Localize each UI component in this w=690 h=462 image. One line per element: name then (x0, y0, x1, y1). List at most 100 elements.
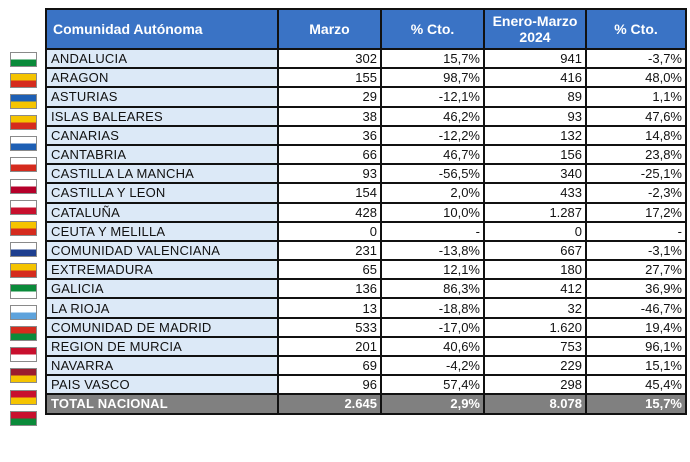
region-flag-icon (10, 73, 37, 89)
table-row: CASTILLA Y LEON 154 2,0% 433 -2,3% (45, 182, 687, 204)
table-row: REGION DE MURCIA 201 40,6% 753 96,1% (45, 335, 687, 358)
cell-community: CANARIAS (45, 124, 279, 146)
cell-pct-march: 98,7% (380, 67, 485, 89)
cell-pct-march: - (380, 220, 485, 242)
cell-pct-ytd: 47,6% (585, 105, 687, 127)
cell-ytd: 667 (483, 239, 587, 262)
cell-ytd: 0 (483, 220, 587, 242)
cell-pct-ytd: 48,0% (585, 67, 687, 89)
cell-pct-march: 40,6% (380, 335, 485, 358)
table-row: ASTURIAS 29 -12,1% 89 1,1% (45, 86, 687, 108)
cell-march: 13 (277, 297, 382, 319)
cell-pct-ytd: -2,3% (585, 182, 687, 204)
region-flag-icon (10, 178, 37, 194)
cell-march: 38 (277, 105, 382, 127)
cell-community: CATALUÑA (45, 201, 279, 223)
cell-pct-ytd: -3,1% (585, 239, 687, 262)
cell-ytd: 180 (483, 259, 587, 281)
cell-pct-march: -12,2% (380, 124, 485, 146)
cell-pct-ytd: -3,7% (585, 47, 687, 70)
region-flag-icon (10, 410, 37, 426)
cell-ytd: 412 (483, 278, 587, 300)
cell-pct-ytd: - (585, 220, 687, 242)
cell-community: REGION DE MURCIA (45, 335, 279, 358)
cell-pct-march: 57,4% (380, 374, 485, 396)
cell-ytd: 132 (483, 124, 587, 146)
table-row: CEUTA Y MELILLA 0-0- (45, 220, 687, 242)
region-flag-icon (10, 368, 37, 384)
total-pct-ytd: 15,7% (585, 393, 687, 415)
region-flag-icon (10, 389, 37, 405)
cell-community: CASTILLA LA MANCHA (45, 163, 279, 185)
total-pct-march: 2,9% (380, 393, 485, 415)
cell-march: 154 (277, 182, 382, 204)
region-flag-icon (10, 157, 37, 173)
table-row: CANARIAS 36 -12,2% 132 14,8% (45, 124, 687, 146)
table-total-row: TOTAL NACIONAL 2.645 2,9% 8.078 15,7% (45, 393, 687, 415)
cell-march: 96 (277, 374, 382, 396)
cell-pct-ytd: -46,7% (585, 297, 687, 319)
cell-community: ANDALUCIA (45, 47, 279, 70)
flag-column (10, 52, 38, 432)
cell-march: 0 (277, 220, 382, 242)
table-row: COMUNIDAD VALENCIANA 231 -13,8% 667 -3,1% (45, 239, 687, 262)
table-row: ISLAS BALEARES 38 46,2% 93 47,6% (45, 105, 687, 127)
region-flag-icon (10, 52, 37, 67)
cell-march: 155 (277, 67, 382, 89)
cell-pct-march: 15,7% (380, 47, 485, 70)
cell-pct-march: -4,2% (380, 354, 485, 377)
cell-march: 201 (277, 335, 382, 358)
registrations-table: Comunidad Autónoma Marzo % Cto. Enero-Ma… (45, 8, 687, 415)
table-row: CATALUÑA 428 10,0% 1.287 17,2% (45, 201, 687, 223)
table-row: CANTABRIA 66 46,7% 156 23,8% (45, 143, 687, 166)
cell-community: PAIS VASCO (45, 374, 279, 396)
cell-march: 69 (277, 354, 382, 377)
cell-community: GALICIA (45, 278, 279, 300)
table-row: CASTILLA LA MANCHA 93 -56,5% 340 -25,1% (45, 163, 687, 185)
cell-ytd: 156 (483, 143, 587, 166)
cell-pct-ytd: -25,1% (585, 163, 687, 185)
cell-pct-march: 46,2% (380, 105, 485, 127)
header-march: Marzo (277, 8, 382, 50)
table-row: EXTREMADURA 65 12,1% 180 27,7% (45, 259, 687, 281)
cell-pct-ytd: 45,4% (585, 374, 687, 396)
cell-community: ISLAS BALEARES (45, 105, 279, 127)
cell-march: 66 (277, 143, 382, 166)
cell-march: 29 (277, 86, 382, 108)
region-flag-icon (10, 305, 37, 321)
cell-ytd: 753 (483, 335, 587, 358)
cell-community: ARAGON (45, 67, 279, 89)
cell-pct-ytd: 15,1% (585, 354, 687, 377)
cell-pct-ytd: 27,7% (585, 259, 687, 281)
region-flag-icon (10, 115, 37, 131)
cell-ytd: 1.287 (483, 201, 587, 223)
total-label: TOTAL NACIONAL (45, 393, 279, 415)
cell-pct-march: -13,8% (380, 239, 485, 262)
region-flag-icon (10, 220, 37, 236)
cell-community: COMUNIDAD DE MADRID (45, 316, 279, 338)
cell-ytd: 89 (483, 86, 587, 108)
cell-pct-ytd: 14,8% (585, 124, 687, 146)
table-row: PAIS VASCO 96 57,4% 298 45,4% (45, 374, 687, 396)
header-pct-ytd: % Cto. (585, 8, 687, 50)
cell-pct-march: 2,0% (380, 182, 485, 204)
region-flag-icon (10, 262, 37, 278)
cell-ytd: 32 (483, 297, 587, 319)
header-ytd: Enero-Marzo 2024 (483, 8, 587, 50)
cell-pct-march: 46,7% (380, 143, 485, 166)
cell-pct-ytd: 1,1% (585, 86, 687, 108)
cell-pct-ytd: 96,1% (585, 335, 687, 358)
cell-march: 302 (277, 47, 382, 70)
cell-ytd: 433 (483, 182, 587, 204)
cell-pct-ytd: 19,4% (585, 316, 687, 338)
cell-community: ASTURIAS (45, 86, 279, 108)
table-row: ARAGON 155 98,7% 416 48,0% (45, 67, 687, 89)
cell-community: CANTABRIA (45, 143, 279, 166)
cell-pct-march: 10,0% (380, 201, 485, 223)
cell-march: 533 (277, 316, 382, 338)
cell-pct-march: -56,5% (380, 163, 485, 185)
cell-march: 93 (277, 163, 382, 185)
cell-pct-march: 86,3% (380, 278, 485, 300)
header-pct-march: % Cto. (380, 8, 485, 50)
region-flag-icon (10, 284, 37, 300)
